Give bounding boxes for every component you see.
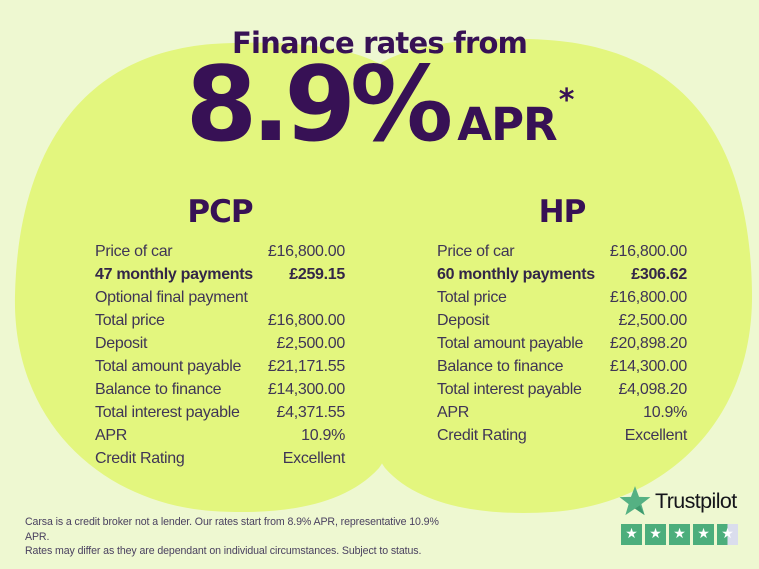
pcp-table: PCP Price of car £16,800.00 47 monthly p… xyxy=(95,192,345,470)
table-row: Balance to finance £14,300.00 xyxy=(437,355,687,378)
row-label: Total amount payable xyxy=(95,358,242,375)
disclaimer-line-1: Carsa is a credit broker not a lender. O… xyxy=(25,516,439,543)
row-value: £16,800.00 xyxy=(267,312,345,329)
row-value: £4,371.55 xyxy=(276,404,346,421)
row-value: Excellent xyxy=(624,427,688,444)
hp-table: HP Price of car £16,800.00 60 monthly pa… xyxy=(437,192,687,447)
row-label: Total interest payable xyxy=(437,381,582,398)
right-blob-shape xyxy=(338,38,753,513)
row-label: Credit Rating xyxy=(95,450,185,467)
hero-apr-label: APR* xyxy=(457,83,575,151)
row-value: 10.9% xyxy=(643,404,687,421)
disclaimer-text: Carsa is a credit broker not a lender. O… xyxy=(25,515,445,559)
row-label: Price of car xyxy=(95,243,173,260)
row-label: Price of car xyxy=(437,243,515,260)
row-label: Credit Rating xyxy=(437,427,527,444)
row-value: 10.9% xyxy=(301,427,345,444)
trustpilot-rating-stars: ★ ★ ★ ★ ★ xyxy=(621,524,748,545)
rating-star-filled-icon: ★ xyxy=(669,524,690,545)
row-value: Excellent xyxy=(282,450,346,467)
table-row: Price of car £16,800.00 xyxy=(437,240,687,263)
table-row: Balance to finance £14,300.00 xyxy=(95,378,345,401)
row-label: Total interest payable xyxy=(95,404,240,421)
row-value: £16,800.00 xyxy=(267,243,345,260)
row-value: £20,898.20 xyxy=(609,335,687,352)
table-row: APR 10.9% xyxy=(437,401,687,424)
table-row: APR 10.9% xyxy=(95,424,345,447)
rating-star-filled-icon: ★ xyxy=(645,524,666,545)
row-label: Total price xyxy=(95,312,165,329)
row-value: £16,800.00 xyxy=(609,289,687,306)
table-row: Total interest payable £4,098.20 xyxy=(437,378,687,401)
hero-rate: 8.9% APR* xyxy=(0,54,759,157)
trustpilot-brand-label: Trustpilot xyxy=(655,488,737,513)
row-value: £259.15 xyxy=(289,266,345,283)
row-value: £14,300.00 xyxy=(609,358,687,375)
trustpilot-logo: Trustpilot ★ ★ ★ ★ ★ xyxy=(618,484,748,545)
row-value: £14,300.00 xyxy=(267,381,345,398)
row-label: Balance to finance xyxy=(95,381,222,398)
table-row: Price of car £16,800.00 xyxy=(95,240,345,263)
row-value: £2,500.00 xyxy=(276,335,346,352)
hero-rate-value: 8.9% xyxy=(185,45,454,165)
apr-asterisk: * xyxy=(558,83,575,118)
table-row: Credit Rating Excellent xyxy=(437,424,687,447)
table-row: 47 monthly payments £259.15 xyxy=(95,263,345,286)
table-row: Total interest payable £4,371.55 xyxy=(95,401,345,424)
disclaimer-line-2: Rates may differ as they are dependant o… xyxy=(25,545,422,557)
row-value: £306.62 xyxy=(631,266,687,283)
row-label: Optional final payment xyxy=(95,289,248,306)
table-row: Deposit £2,500.00 xyxy=(95,332,345,355)
table-row: Total amount payable £21,171.55 xyxy=(95,355,345,378)
table-row: Total price £16,800.00 xyxy=(437,286,687,309)
rating-star-half-icon: ★ xyxy=(717,524,738,545)
table-row: Deposit £2,500.00 xyxy=(437,309,687,332)
row-label: Deposit xyxy=(437,312,490,329)
row-label: 47 monthly payments xyxy=(95,266,253,283)
row-value: £2,500.00 xyxy=(618,312,688,329)
page-title: Finance rates from xyxy=(232,26,528,60)
row-label: APR xyxy=(95,427,127,444)
trustpilot-star-icon xyxy=(619,486,651,516)
table-row: Total amount payable £20,898.20 xyxy=(437,332,687,355)
row-value: £21,171.55 xyxy=(267,358,345,375)
rating-star-filled-icon: ★ xyxy=(693,524,714,545)
row-label: Total price xyxy=(437,289,507,306)
table-row: 60 monthly payments £306.62 xyxy=(437,263,687,286)
pcp-table-title: PCP xyxy=(187,194,253,230)
table-row: Optional final payment xyxy=(95,286,345,309)
rating-star-filled-icon: ★ xyxy=(621,524,642,545)
row-label: 60 monthly payments xyxy=(437,266,595,283)
trustpilot-wordmark: Trustpilot xyxy=(618,484,748,518)
table-row: Credit Rating Excellent xyxy=(95,447,345,470)
left-blob-shape xyxy=(14,42,425,513)
row-value: £16,800.00 xyxy=(609,243,687,260)
row-label: Total amount payable xyxy=(437,335,584,352)
hp-table-title: HP xyxy=(538,194,587,230)
row-label: Balance to finance xyxy=(437,358,564,375)
row-value: £4,098.20 xyxy=(618,381,688,398)
row-label: Deposit xyxy=(95,335,148,352)
table-row: Total price £16,800.00 xyxy=(95,309,345,332)
row-label: APR xyxy=(437,404,469,421)
